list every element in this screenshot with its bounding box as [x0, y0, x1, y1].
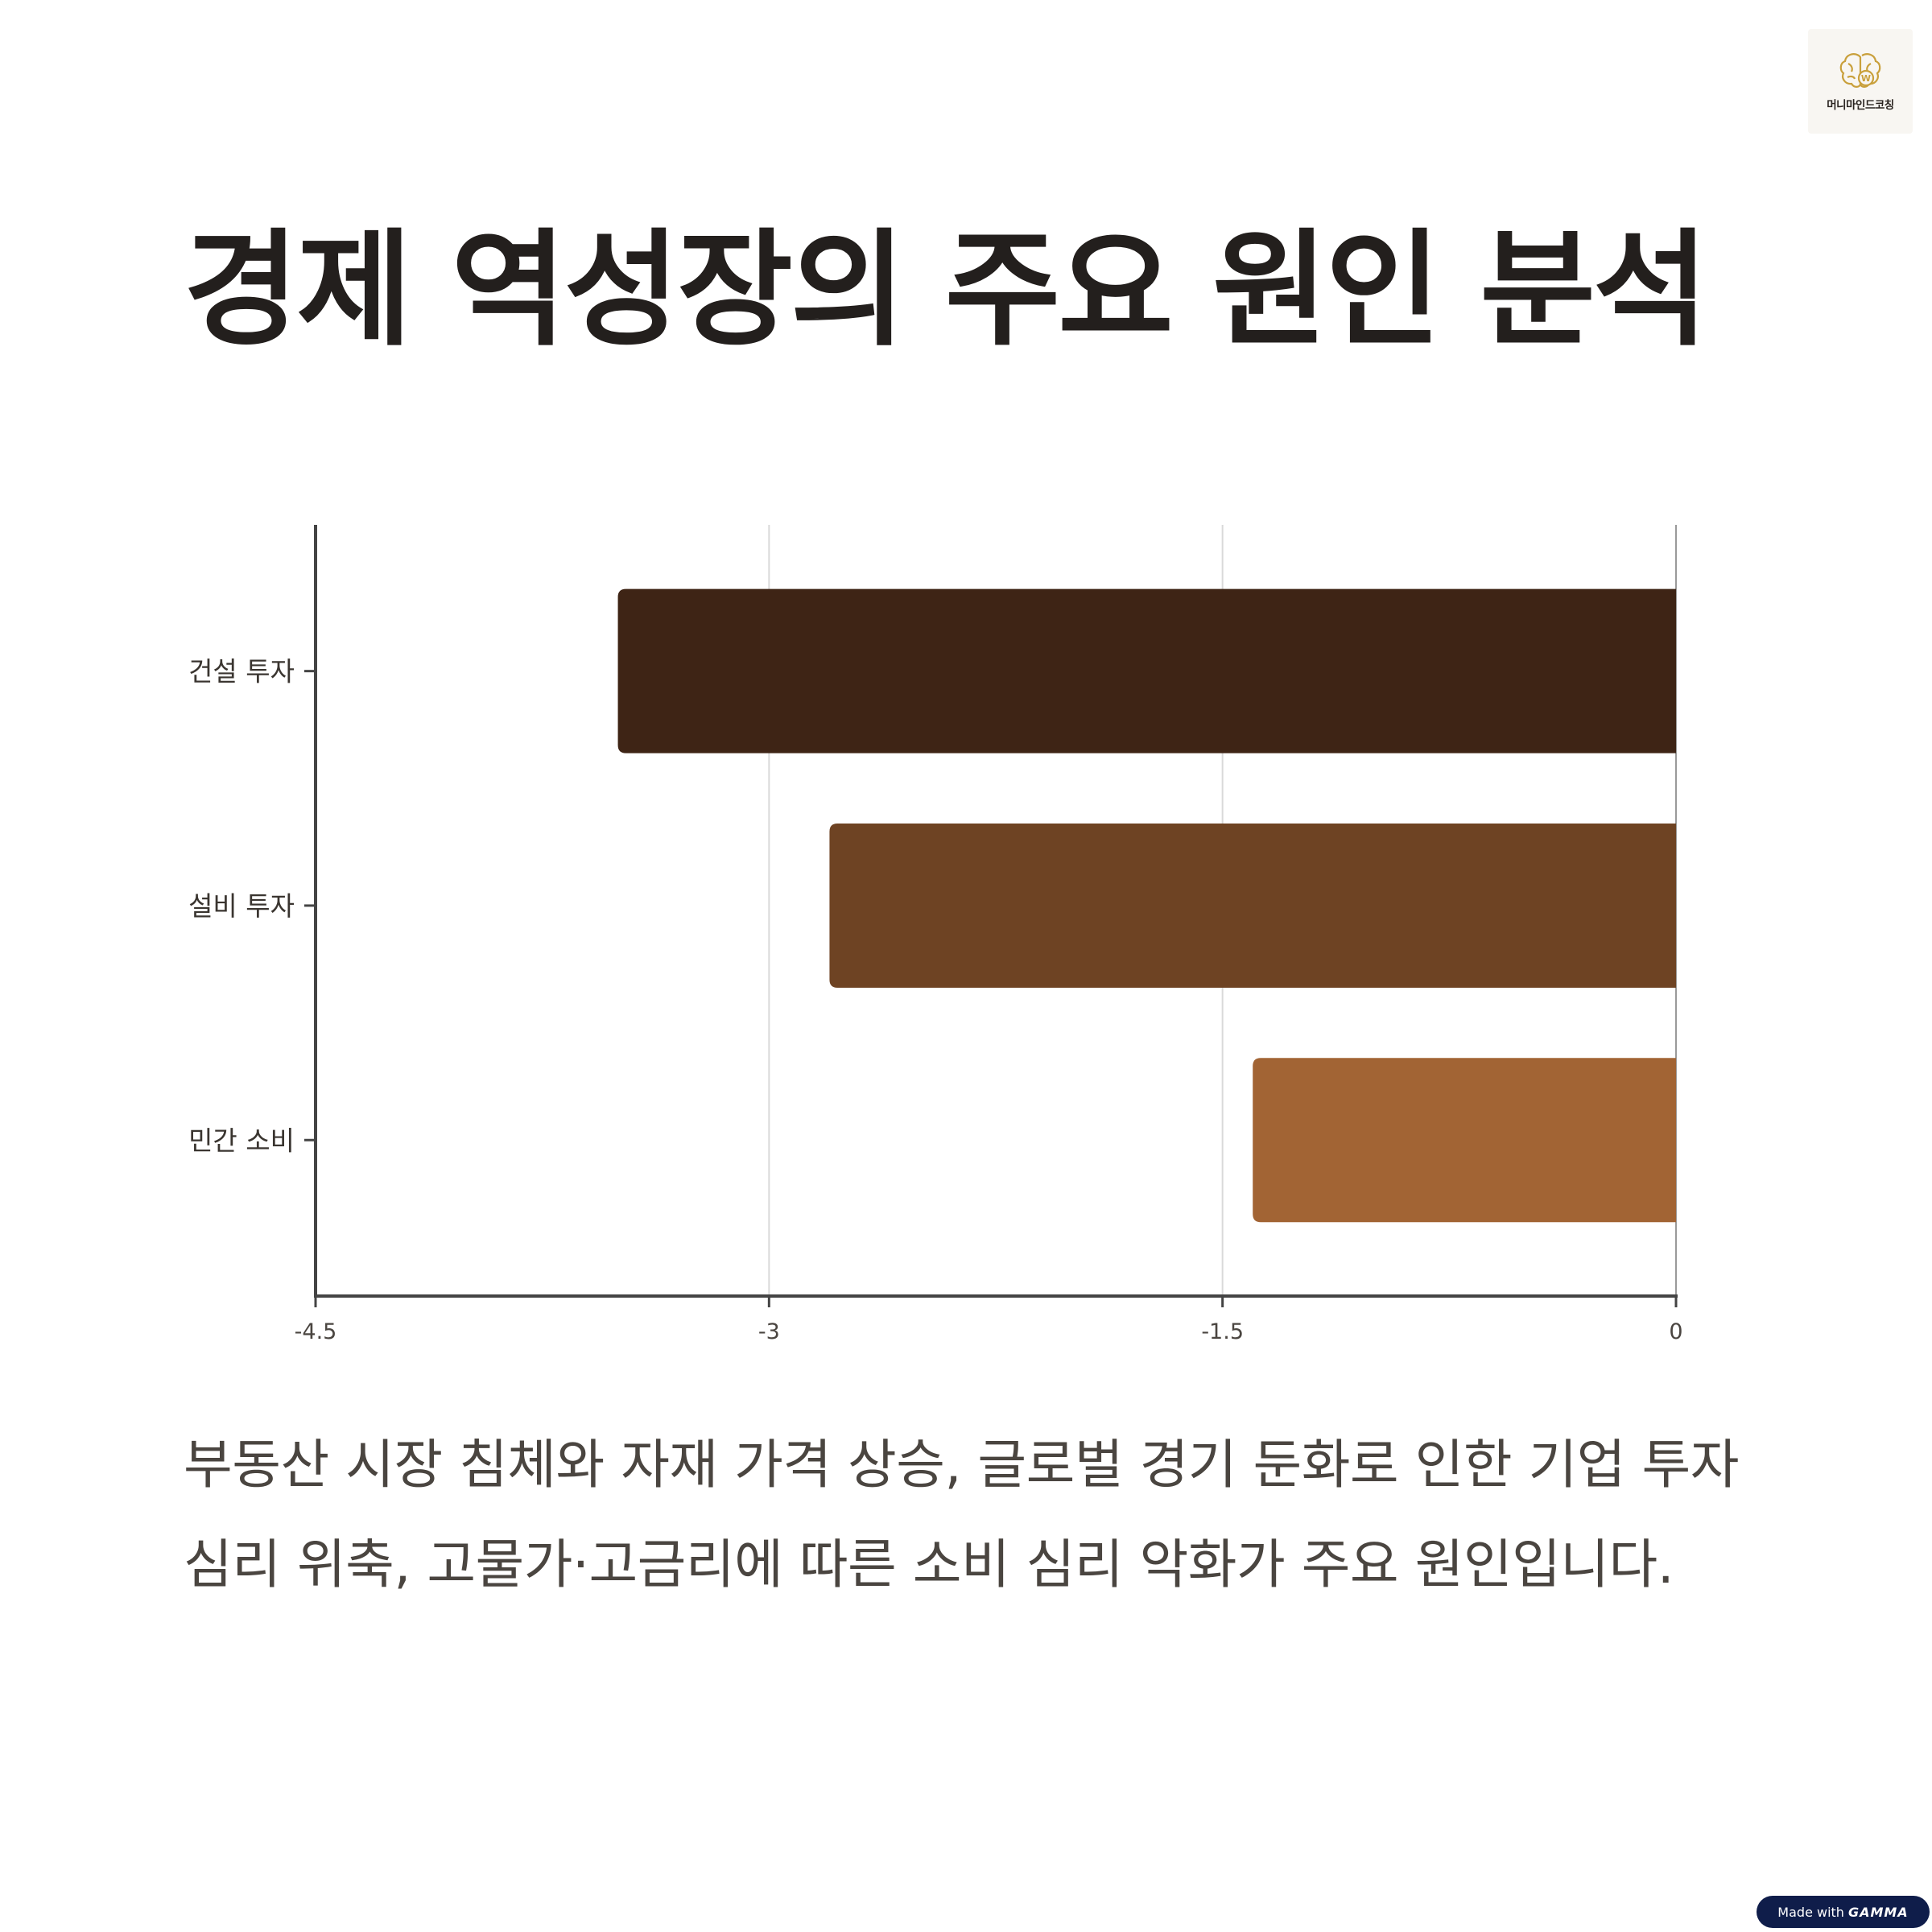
description-text: 부동산 시장 침체와 자재 가격 상승, 글로벌 경기 둔화로 인한 기업 투자…	[184, 1434, 1739, 1596]
y-tick-label: 설비 투자	[188, 890, 295, 922]
badge-prefix: Made with	[1777, 1904, 1844, 1920]
logo-text: 머니마인드코칭	[1827, 99, 1894, 112]
x-tick-label: 0	[1669, 1319, 1682, 1344]
bar	[1253, 1058, 1676, 1223]
made-with-gamma-badge[interactable]: Made with GAMMA	[1757, 1896, 1930, 1928]
y-tick-label: 건설 투자	[188, 656, 295, 687]
badge-brand: GAMMA	[1847, 1904, 1909, 1920]
x-tick-label: -4.5	[295, 1319, 337, 1344]
svg-text:W: W	[1861, 73, 1871, 84]
x-tick-label: -3	[758, 1319, 780, 1344]
page-title: 경제 역성장의 주요 원인 분석	[184, 217, 1708, 363]
bar	[617, 588, 1676, 753]
brain-w-icon: W	[1839, 53, 1881, 88]
y-tick-label: 민간 소비	[188, 1125, 295, 1156]
x-tick-label: -1.5	[1201, 1319, 1244, 1344]
bar	[829, 823, 1676, 988]
brand-logo: W 머니마인드코칭	[1808, 29, 1913, 134]
